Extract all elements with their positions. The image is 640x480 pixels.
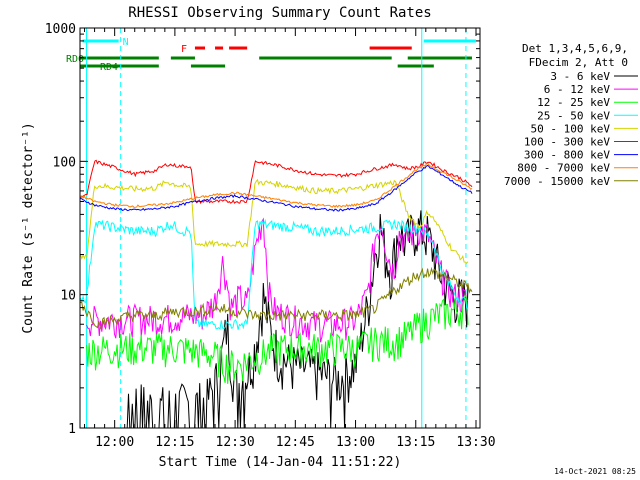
flag-label-rd4: RD4: [100, 62, 118, 73]
legend-entry-label: 3 - 6 keV: [550, 70, 610, 83]
chart-title: RHESSI Observing Summary Count Rates: [128, 5, 431, 21]
series-line-8: [80, 266, 473, 332]
series-line-2: [86, 294, 469, 384]
legend-entry-label: 7000 - 15000 keV: [504, 175, 610, 188]
x-tick-label: 12:15: [155, 435, 194, 450]
x-tick-label: 13:15: [396, 435, 435, 450]
axis-ticks: 12:00 12:15 12:30 12:45 13:00 13:15 13:30 1 10 10…: [45, 22, 496, 450]
plot-frame: [79, 27, 481, 429]
legend: Det 1,3,4,5,6,9,FDecim 2, Att 03 - 6 keV…: [504, 42, 638, 188]
series-line-4: [80, 178, 469, 264]
flag-label-rd0: RD0: [66, 54, 84, 65]
x-axis-label: Start Time (14-Jan-04 11:51:22): [159, 455, 402, 470]
legend-entry-label: 300 - 800 keV: [524, 149, 610, 162]
observing-flags: N F RD0 RD4: [66, 37, 476, 73]
series-layer: [80, 159, 473, 428]
series-line-7: [80, 162, 473, 208]
series-line-3: [80, 218, 469, 331]
x-tick-label: 13:00: [336, 435, 375, 450]
series-line-5: [80, 159, 473, 205]
legend-entry-label: 50 - 100 keV: [531, 122, 611, 135]
legend-entry-label: 25 - 50 keV: [537, 109, 610, 122]
flag-label-n: N: [123, 37, 129, 48]
legend-header: FDecim 2, Att 0: [529, 56, 628, 69]
series-line-6: [80, 164, 473, 212]
legend-entry-label: 6 - 12 keV: [544, 83, 611, 96]
legend-entry-label: 12 - 25 keV: [537, 96, 610, 109]
legend-entry-label: 100 - 300 keV: [524, 136, 610, 149]
legend-header: Det 1,3,4,5,6,9,: [522, 42, 628, 55]
series-line-0: [86, 210, 469, 428]
footer-date: 14-Oct-2021 08:25: [554, 467, 636, 476]
x-tick-label: 12:45: [276, 435, 315, 450]
flag-label-f: F: [181, 44, 187, 55]
y-tick-label: 1: [68, 422, 76, 437]
y-tick-label: 100: [53, 155, 76, 170]
y-tick-label: 1000: [45, 22, 76, 37]
series-line-1: [86, 217, 469, 343]
x-tick-label: 13:30: [456, 435, 495, 450]
x-tick-label: 12:00: [95, 435, 134, 450]
y-axis-label: Count Rate (s⁻¹ detector⁻¹): [21, 122, 36, 333]
x-tick-label: 12:30: [216, 435, 255, 450]
legend-entry-label: 800 - 7000 keV: [517, 162, 610, 175]
y-tick-label: 10: [60, 289, 76, 304]
